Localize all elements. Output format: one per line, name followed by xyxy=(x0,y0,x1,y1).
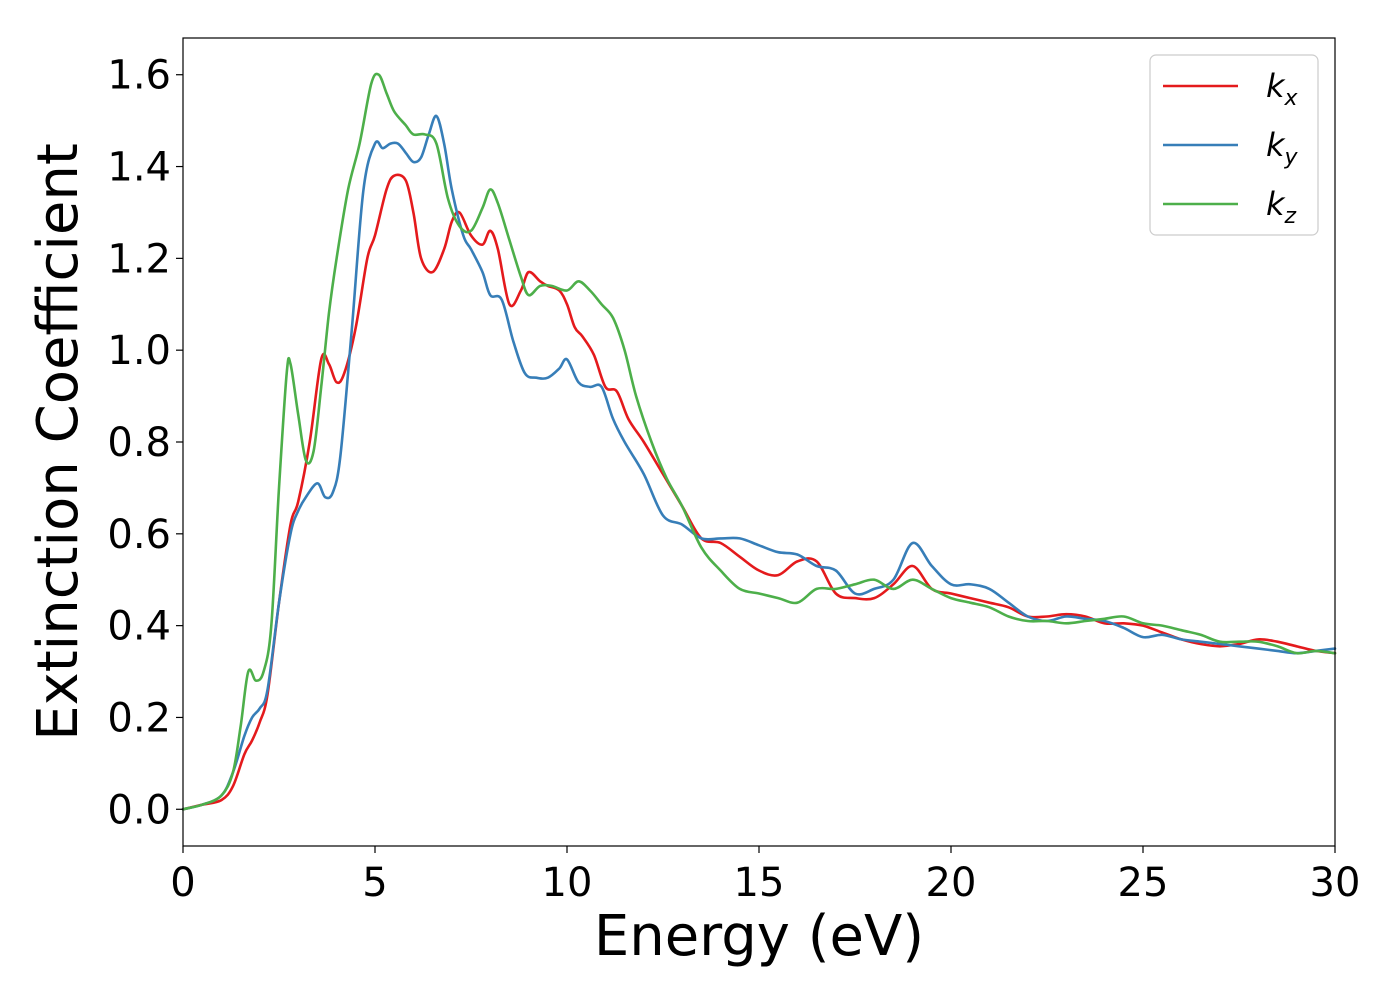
legend: kx ky kz xyxy=(1149,54,1319,236)
x-axis-title: Energy (eV) xyxy=(594,904,924,969)
legend-label-ky: ky xyxy=(1266,126,1299,170)
y-tick-label: 0.2 xyxy=(107,695,171,741)
y-tick-label: 1.6 xyxy=(107,53,171,99)
y-tick-label: 0.6 xyxy=(107,512,171,558)
y-axis: 0.0 0.2 0.4 0.6 0.8 1.0 1.2 1.4 1.6 xyxy=(107,53,183,833)
legend-label-kx: kx xyxy=(1266,67,1299,111)
y-axis-title: Extinction Coefficient xyxy=(26,143,91,741)
y-tick-label: 0.4 xyxy=(107,604,171,650)
x-tick-label: 5 xyxy=(362,860,387,906)
x-tick-label: 15 xyxy=(734,860,785,906)
series-line-kx xyxy=(181,173,1337,811)
y-tick-label: 1.2 xyxy=(107,236,171,282)
y-tick-label: 1.0 xyxy=(107,328,171,374)
series-line-kz xyxy=(181,72,1337,811)
x-tick-label: 10 xyxy=(542,860,593,906)
x-tick-label: 0 xyxy=(170,860,195,906)
series-line-ky xyxy=(181,114,1337,811)
x-axis: 0 5 10 15 20 25 30 xyxy=(170,846,1360,906)
y-tick-label: 0.0 xyxy=(107,787,171,833)
y-tick-label: 0.8 xyxy=(107,420,171,466)
x-tick-label: 20 xyxy=(926,860,977,906)
x-tick-label: 25 xyxy=(1118,860,1169,906)
legend-label-kz: kz xyxy=(1266,185,1297,229)
y-tick-label: 1.4 xyxy=(107,145,171,191)
x-tick-label: 30 xyxy=(1310,860,1361,906)
plot-lines xyxy=(181,72,1337,811)
